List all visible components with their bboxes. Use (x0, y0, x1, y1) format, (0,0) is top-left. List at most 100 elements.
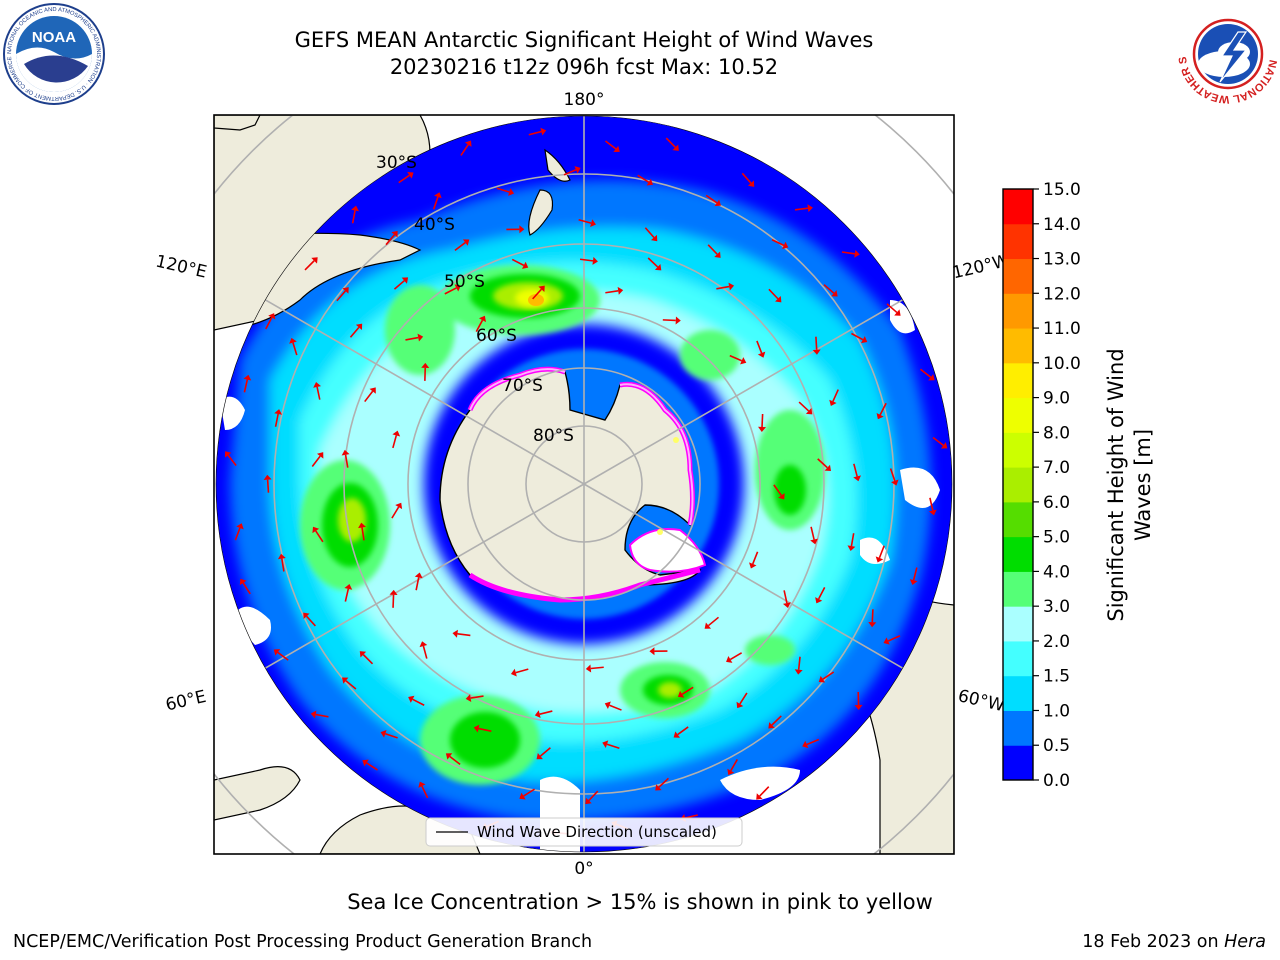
wave-arrow-shaft (932, 436, 944, 446)
wave-arrow-shaft (385, 234, 396, 246)
wave-arrow-head (928, 509, 937, 516)
wave-direction-legend: Wind Wave Direction (unscaled) (425, 817, 743, 847)
wave-arrow-shaft (756, 340, 763, 354)
wave-arrow-head (407, 171, 414, 179)
wave-arrow-head (875, 556, 884, 563)
colorbar-block (1003, 571, 1033, 607)
wave-arrow-head (928, 374, 935, 381)
wave-arrow-shaft (851, 332, 864, 341)
wave-arrow-head (418, 781, 426, 788)
colorbar-block (1003, 293, 1033, 329)
wave-arrow-shaft (243, 379, 249, 393)
colorbar-tick-label: 10.0 (1043, 354, 1081, 374)
colorbar-tick-label: 0.5 (1043, 736, 1070, 756)
wave-arrow-shaft (605, 290, 619, 294)
wave-arrow-head (894, 309, 901, 316)
wave-arrow-head (602, 740, 609, 749)
wave-arrow-head (654, 263, 662, 271)
wave-arrow-head (854, 249, 860, 258)
wave-arrow-shaft (889, 468, 896, 482)
wave-arrow-shaft (759, 786, 770, 797)
wave-arrow-head (728, 282, 735, 291)
wave-arrow-head (538, 285, 545, 292)
wave-arrow-head (649, 647, 655, 656)
wave-arrow-head (359, 651, 367, 658)
wave-arrow-head (891, 479, 899, 486)
wave-arrow-shaft (361, 527, 365, 541)
wave-arrow-head (604, 701, 611, 709)
footer-date: 18 Feb 2023 on Hera (1082, 932, 1266, 952)
wave-arrow-head (478, 315, 487, 323)
sea-ice-note: Sea Ice Concentration > 15% is shown in … (347, 890, 933, 914)
wave-arrow-shaft (563, 169, 577, 176)
wave-arrow-shaft (841, 251, 855, 255)
wave-arrow-shaft (415, 577, 420, 591)
wave-arrow-head (395, 502, 403, 510)
wave-arrow-head (239, 578, 247, 586)
wave-arrow-head (704, 622, 712, 629)
wave-arrow-shaft (432, 196, 439, 210)
wave-arrow-head (815, 597, 823, 604)
lon-label-180: 180° (564, 90, 605, 110)
wave-arrow-shaft (366, 762, 378, 771)
wave-arrow-shaft (528, 130, 542, 136)
wave-arrow-shaft (539, 710, 553, 715)
wave-arrow-head (408, 695, 415, 703)
wave-arrow-head (758, 426, 767, 432)
wave-arrow-head (590, 219, 597, 228)
colorbar-tick-label: 15.0 (1043, 180, 1081, 200)
wave-arrow-head (358, 522, 366, 529)
wave-arrow-head (224, 451, 232, 458)
wave-arrow-head (740, 357, 747, 365)
wave-arrow-head (419, 641, 428, 648)
lat-label-60s: 60°S (476, 326, 517, 346)
wave-arrow-head (673, 731, 681, 738)
colorbar-tick-label: 0.0 (1043, 771, 1070, 791)
wave-arrow-shaft (242, 582, 251, 595)
wave-arrow-shaft (588, 790, 599, 802)
wave-arrow-shaft (281, 558, 285, 572)
colorbar-block (1003, 328, 1033, 364)
wave-arrow-shaft (457, 632, 471, 637)
wave-arrow-shaft (794, 207, 809, 211)
lon-label-60e: 60°E (164, 687, 208, 716)
wave-arrow-head (749, 562, 757, 569)
wave-arrow-head (380, 729, 387, 738)
wave-arrow-shaft (578, 218, 592, 224)
wave-arrow-head (810, 538, 818, 545)
wave-arrow-shaft (292, 342, 298, 356)
wave-arrow-shaft (658, 777, 669, 788)
wave-arrow-head (675, 316, 681, 325)
wave-arrow-shaft (234, 527, 241, 541)
wave-arrow-shaft (391, 506, 400, 519)
wave-arrow-shaft (444, 287, 457, 295)
colorbar-block (1003, 710, 1033, 746)
colorbar-tick-label: 12.0 (1043, 284, 1081, 304)
wave-arrow-shaft (336, 290, 347, 302)
wave-arrow-head (316, 452, 324, 459)
wave-arrow-head (519, 792, 526, 800)
colorbar-tick-label: 3.0 (1043, 597, 1070, 617)
wave-arrow-shaft (449, 755, 461, 766)
colorbar-tick-label: 11.0 (1043, 319, 1081, 339)
wave-arrow-shaft (647, 257, 659, 268)
wave-arrow-shaft (511, 258, 525, 267)
colorbar-blocks (1003, 189, 1033, 781)
wave-arrow-shaft (478, 727, 492, 732)
lat-label-50s: 50°S (444, 272, 485, 292)
wave-arrow-head (445, 753, 453, 760)
wave-arrow-head (540, 127, 547, 136)
wave-arrow-shaft (929, 497, 934, 511)
wave-arrow-head (391, 230, 398, 238)
wave-arrow-head (277, 553, 286, 560)
wave-arrow-head (807, 204, 813, 213)
wave-arrow-shaft (684, 814, 698, 819)
colorbar-block (1003, 223, 1033, 260)
footer-machine: Hera (1224, 932, 1266, 952)
colorbar-block (1003, 501, 1033, 538)
wave-arrow-head (401, 277, 409, 284)
colorbar-label-line1: Significant Height of Wind (1104, 348, 1128, 621)
colorbar-block (1003, 536, 1033, 572)
nws-logo: NATIONAL WEATHER SERVICE (1176, 2, 1279, 105)
wave-arrow-head (831, 290, 838, 297)
